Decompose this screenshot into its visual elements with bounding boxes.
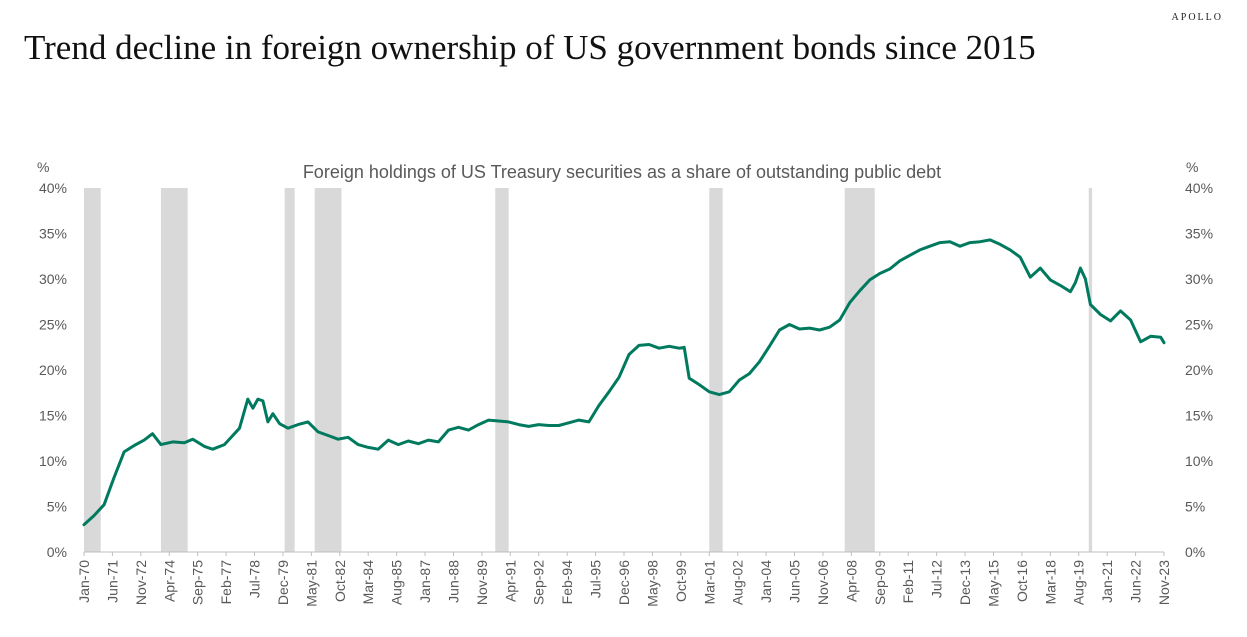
y-axis-right: 0% 5% 10% 15% 20% 25% 30% 35% 40% [1185, 180, 1213, 560]
page-title: Trend decline in foreign ownership of US… [24, 28, 1036, 67]
y-axis-left: 0% 5% 10% 15% 20% 25% 30% 35% 40% [39, 180, 67, 560]
x-tick-label: Mar-84 [360, 560, 376, 605]
y-tick-left: 0% [47, 544, 67, 560]
x-tick-label: May-15 [985, 560, 1001, 607]
y-tick-left: 30% [39, 271, 67, 287]
x-axis: Jan-70 Jun-71 Nov-72 Apr-74 Sep-75 Feb-77 Jul-… [76, 552, 1172, 607]
x-tick-label: Feb-11 [900, 560, 916, 604]
x-tick-label: Aug-85 [389, 560, 405, 605]
x-tick-label: Nov-23 [1156, 560, 1172, 605]
y-tick-right: 15% [1185, 408, 1213, 424]
recession-band-4 [495, 188, 509, 552]
x-tick-label: Sep-92 [531, 560, 547, 605]
y-tick-left: 25% [39, 317, 67, 333]
x-tick-label: Apr-74 [161, 560, 177, 602]
recession-band-3 [314, 188, 342, 552]
recession-band-6 [844, 188, 875, 552]
recession-band-2 [284, 188, 295, 552]
x-tick-label: Nov-06 [815, 560, 831, 605]
y-tick-left: 40% [39, 180, 67, 196]
y-tick-right: 10% [1185, 453, 1213, 469]
x-tick-label: Dec-13 [957, 560, 973, 605]
x-tick-label: Nov-89 [474, 560, 490, 605]
x-tick-label: Aug-02 [730, 560, 746, 605]
x-tick-label: Jul-95 [588, 560, 604, 598]
y-tick-right: 0% [1185, 544, 1205, 560]
x-tick-label: Feb-94 [559, 560, 575, 605]
x-tick-label: Jun-05 [787, 560, 803, 603]
x-tick-label: May-81 [303, 560, 319, 607]
y-tick-right: 20% [1185, 362, 1213, 378]
y-tick-left: 10% [39, 453, 67, 469]
x-tick-label: Dec-96 [616, 560, 632, 605]
y-tick-right: 25% [1185, 317, 1213, 333]
x-tick-label: Jul-78 [247, 560, 263, 598]
x-tick-label: Oct-99 [673, 560, 689, 602]
recession-band-7 [1088, 188, 1093, 552]
chart-subtitle: Foreign holdings of US Treasury securiti… [303, 162, 941, 182]
x-tick-label: Feb-77 [218, 560, 234, 605]
x-tick-label: Aug-19 [1071, 560, 1087, 605]
y-tick-right: 40% [1185, 180, 1213, 196]
recession-band-5 [709, 188, 723, 552]
x-tick-label: Mar-18 [1042, 560, 1058, 605]
y-tick-right: 35% [1185, 226, 1213, 242]
x-tick-label: Jan-21 [1099, 560, 1115, 603]
x-tick-label: Jan-70 [76, 560, 92, 603]
x-tick-label: Apr-08 [843, 560, 859, 602]
brand-logo: APOLLO [1171, 12, 1223, 23]
x-tick-label: Jun-22 [1128, 560, 1144, 603]
recession-band-0 [84, 188, 101, 552]
x-tick-label: Mar-01 [701, 560, 717, 605]
y-tick-right: 5% [1185, 499, 1205, 515]
x-tick-label: Jan-04 [758, 560, 774, 603]
x-tick-label: Sep-09 [872, 560, 888, 605]
x-tick-label: Oct-82 [332, 560, 348, 602]
x-tick-label: Jan-87 [417, 560, 433, 603]
y-tick-left: 15% [39, 408, 67, 424]
recession-bands [84, 188, 1093, 552]
y-tick-left: 20% [39, 362, 67, 378]
y-tick-left: 5% [47, 499, 67, 515]
x-tick-label: Dec-79 [275, 560, 291, 605]
x-tick-label: Jul-12 [929, 560, 945, 598]
y-axis-unit-right: % [1186, 159, 1198, 175]
x-tick-label: Apr-91 [502, 560, 518, 602]
x-tick-label: Oct-16 [1014, 560, 1030, 602]
x-tick-label: May-98 [644, 560, 660, 607]
x-tick-label: Sep-75 [190, 560, 206, 605]
recession-band-1 [160, 188, 188, 552]
y-axis-unit-left: % [37, 159, 49, 175]
y-tick-right: 30% [1185, 271, 1213, 287]
series-line-foreign-holdings [82, 238, 1166, 527]
y-tick-left: 35% [39, 226, 67, 242]
x-tick-label: Nov-72 [133, 560, 149, 605]
x-tick-label: Jun-71 [104, 560, 120, 603]
x-tick-label: Jun-88 [445, 560, 461, 603]
